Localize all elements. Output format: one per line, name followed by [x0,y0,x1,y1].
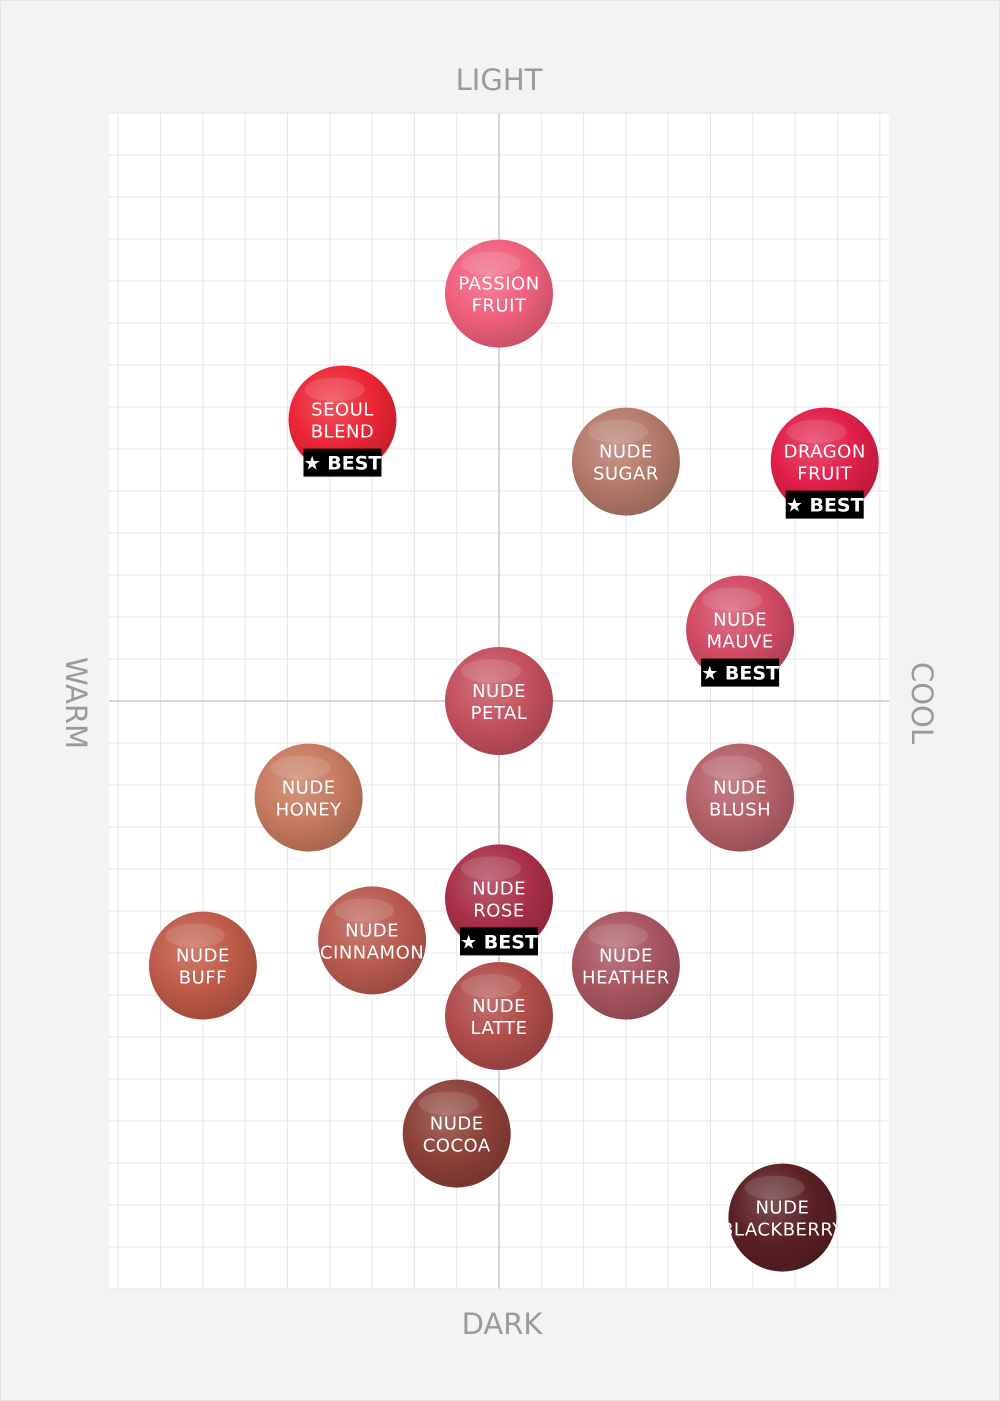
swatch-gloss [744,1175,805,1200]
swatch-label: BLUSH [709,800,771,821]
swatch-circle [402,1079,511,1188]
swatch-gloss [461,251,521,276]
best-badge-bg [701,658,780,687]
best-badge-text: ★ BEST [460,931,538,953]
swatch-circle [254,743,363,852]
swatch-label: NUDE [472,681,526,702]
best-badge-bg [785,490,864,519]
swatch-label: NUDE [599,946,653,967]
swatch-circle [445,844,553,953]
swatch-label: ROSE [473,900,524,921]
swatch-label: NUDE [472,996,526,1017]
best-badge-bg [460,927,538,956]
axis-label-cool: COOL [905,662,939,744]
swatch-gloss [334,898,395,923]
swatch-label: COCOA [423,1136,491,1157]
swatch-label: NUDE [345,920,399,941]
best-badge: ★ BEST [303,448,382,477]
swatch-circle [770,407,879,516]
axis-label-light: LIGHT [456,63,543,97]
swatch-label: BUFF [179,968,227,989]
axis-label-warm: WARM [59,657,93,749]
swatch-label: LATTE [471,1018,528,1039]
swatch-label: DRAGON [784,442,866,463]
swatch-gloss [461,974,521,998]
swatch-label: NUDE [713,610,767,631]
swatch-gloss [702,587,763,612]
swatch-label: SEOUL [311,400,374,421]
axis-label-dark: DARK [462,1307,544,1341]
swatch-gloss [304,377,365,402]
swatch-circle [728,1163,837,1272]
swatch-label: HEATHER [582,968,670,989]
swatch-label: HONEY [276,800,343,821]
swatch-label: MAUVE [707,632,774,653]
swatch-circle [445,962,553,1070]
swatch-gloss [461,659,521,683]
swatch-label: FRUIT [472,296,527,317]
swatch-gloss [786,419,847,444]
swatch-gloss [587,923,648,948]
swatch-label: NUDE [430,1114,484,1135]
swatch-label: BLEND [311,422,375,443]
best-badge-bg [303,448,382,477]
swatch-gloss [702,755,763,780]
swatch-gloss [418,1091,479,1116]
best-badge-text: ★ BEST [786,495,864,517]
swatch-circle [148,911,257,1020]
swatch-circle [288,365,397,474]
best-badge-text: ★ BEST [701,663,779,685]
swatch-gloss [164,923,225,948]
swatch-gloss [587,419,648,444]
swatch-label: NUDE [472,878,526,899]
best-badge: ★ BEST [785,490,864,519]
swatch-label: PASSION [458,274,539,295]
best-badge: ★ BEST [701,658,780,687]
swatch-circle [318,886,427,995]
best-badge: ★ BEST [460,927,538,956]
swatch-label: NUDE [599,442,653,463]
swatch-label: SUGAR [593,464,659,485]
swatch-circle [571,911,680,1020]
swatch-circle [686,743,795,852]
swatch-circle [571,407,680,516]
swatch-label: NUDE [755,1198,809,1219]
swatch-gloss [270,755,331,780]
swatch-gloss [461,856,521,881]
swatch-label: FRUIT [797,464,852,485]
swatch-circle [686,575,795,684]
swatch-label: NUDE [176,946,230,967]
swatch-circle [445,647,553,755]
swatch-label: PETAL [471,703,528,724]
swatch-label: CINNAMON [320,942,424,963]
best-badge-text: ★ BEST [304,453,382,475]
swatch-label: BLACKBERRY [721,1220,844,1241]
swatch-label: NUDE [713,778,767,799]
swatch-label: NUDE [282,778,336,799]
swatch-circle [445,239,553,348]
